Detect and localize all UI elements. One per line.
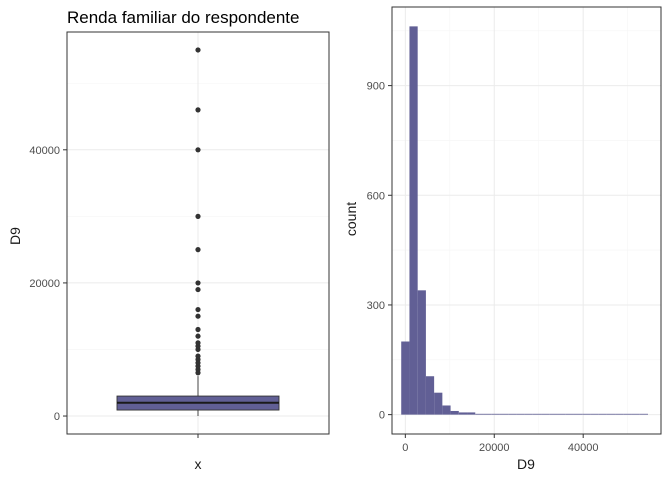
- histogram-bar: [623, 413, 632, 415]
- histogram-bar: [516, 413, 525, 415]
- boxplot-outlier-point: [195, 47, 201, 53]
- boxplot-outlier-point: [195, 280, 201, 286]
- histogram-x-tick-label: 40000: [568, 442, 599, 454]
- histogram-y-tick-label: 300: [367, 300, 385, 312]
- histogram-bar: [425, 376, 435, 415]
- histogram-y-axis-title: count: [343, 202, 359, 236]
- histogram-x-axis-title: D9: [517, 456, 535, 472]
- histogram-panel-border: [391, 6, 662, 435]
- boxplot-y-axis-title: D9: [7, 227, 23, 245]
- boxplot-outlier-point: [195, 107, 201, 113]
- histogram-bar: [541, 413, 550, 415]
- histogram-bar: [483, 413, 492, 415]
- histogram-bar: [475, 413, 484, 415]
- boxplot-outlier-point: [195, 213, 201, 219]
- histogram-bar: [417, 290, 426, 415]
- histogram-bar: [401, 341, 410, 415]
- histogram-y-tick-label: 900: [367, 81, 385, 93]
- boxplot-panel: Renda familiar do respondente 0 20000 4000…: [7, 8, 330, 472]
- histogram-bar: [631, 413, 640, 415]
- histogram-bar: [615, 413, 624, 415]
- histogram-bar: [434, 392, 443, 415]
- histogram-bar: [557, 413, 566, 415]
- histogram-bar: [582, 413, 591, 415]
- boxplot-outlier-point: [195, 326, 201, 333]
- histogram-bar: [573, 413, 583, 415]
- histogram-bar: [499, 413, 509, 415]
- histogram-x-tick-label: 0: [402, 442, 408, 454]
- boxplot-y-tick-label: 20000: [29, 278, 60, 290]
- histogram-bar: [409, 26, 418, 415]
- boxplot-y-tick-label: 40000: [29, 145, 60, 157]
- boxplot-outlier-point: [195, 306, 201, 313]
- histogram-panel: 0 20000 40000 0 300 600 900 count D9: [343, 6, 662, 472]
- boxplot-outlier-point: [195, 286, 201, 293]
- histogram-bar: [508, 413, 517, 415]
- histogram-bar: [565, 413, 574, 415]
- histogram-panel-background: [392, 7, 661, 434]
- histogram-bar: [639, 413, 648, 415]
- histogram-y-tick-label: 0: [379, 410, 385, 422]
- boxplot-outlier-point: [195, 313, 201, 319]
- boxplot-outlier-point: [195, 333, 201, 339]
- boxplot-outlier-point: [195, 353, 201, 359]
- histogram-bar: [467, 412, 476, 415]
- histogram-bar: [549, 413, 558, 415]
- histogram-bar: [524, 413, 533, 415]
- histogram-bar: [491, 413, 500, 415]
- histogram-bar: [598, 413, 607, 415]
- histogram-y-tick-label: 600: [367, 190, 385, 202]
- boxplot-outlier-point: [195, 340, 201, 346]
- boxplot-outlier-point: [195, 247, 201, 253]
- boxplot-y-tick-label: 0: [54, 411, 60, 423]
- histogram-bar: [606, 413, 616, 415]
- histogram-bar: [450, 410, 459, 415]
- histogram-x-tick-label: 20000: [479, 442, 510, 454]
- histogram-bar: [442, 405, 451, 415]
- histogram-bar: [532, 413, 542, 415]
- histogram-bar: [458, 412, 468, 415]
- boxplot-outlier-point: [195, 147, 201, 153]
- boxplot-title: Renda familiar do respondente: [67, 8, 299, 27]
- boxplot-x-axis-title: x: [195, 456, 202, 472]
- histogram-bar: [590, 413, 599, 415]
